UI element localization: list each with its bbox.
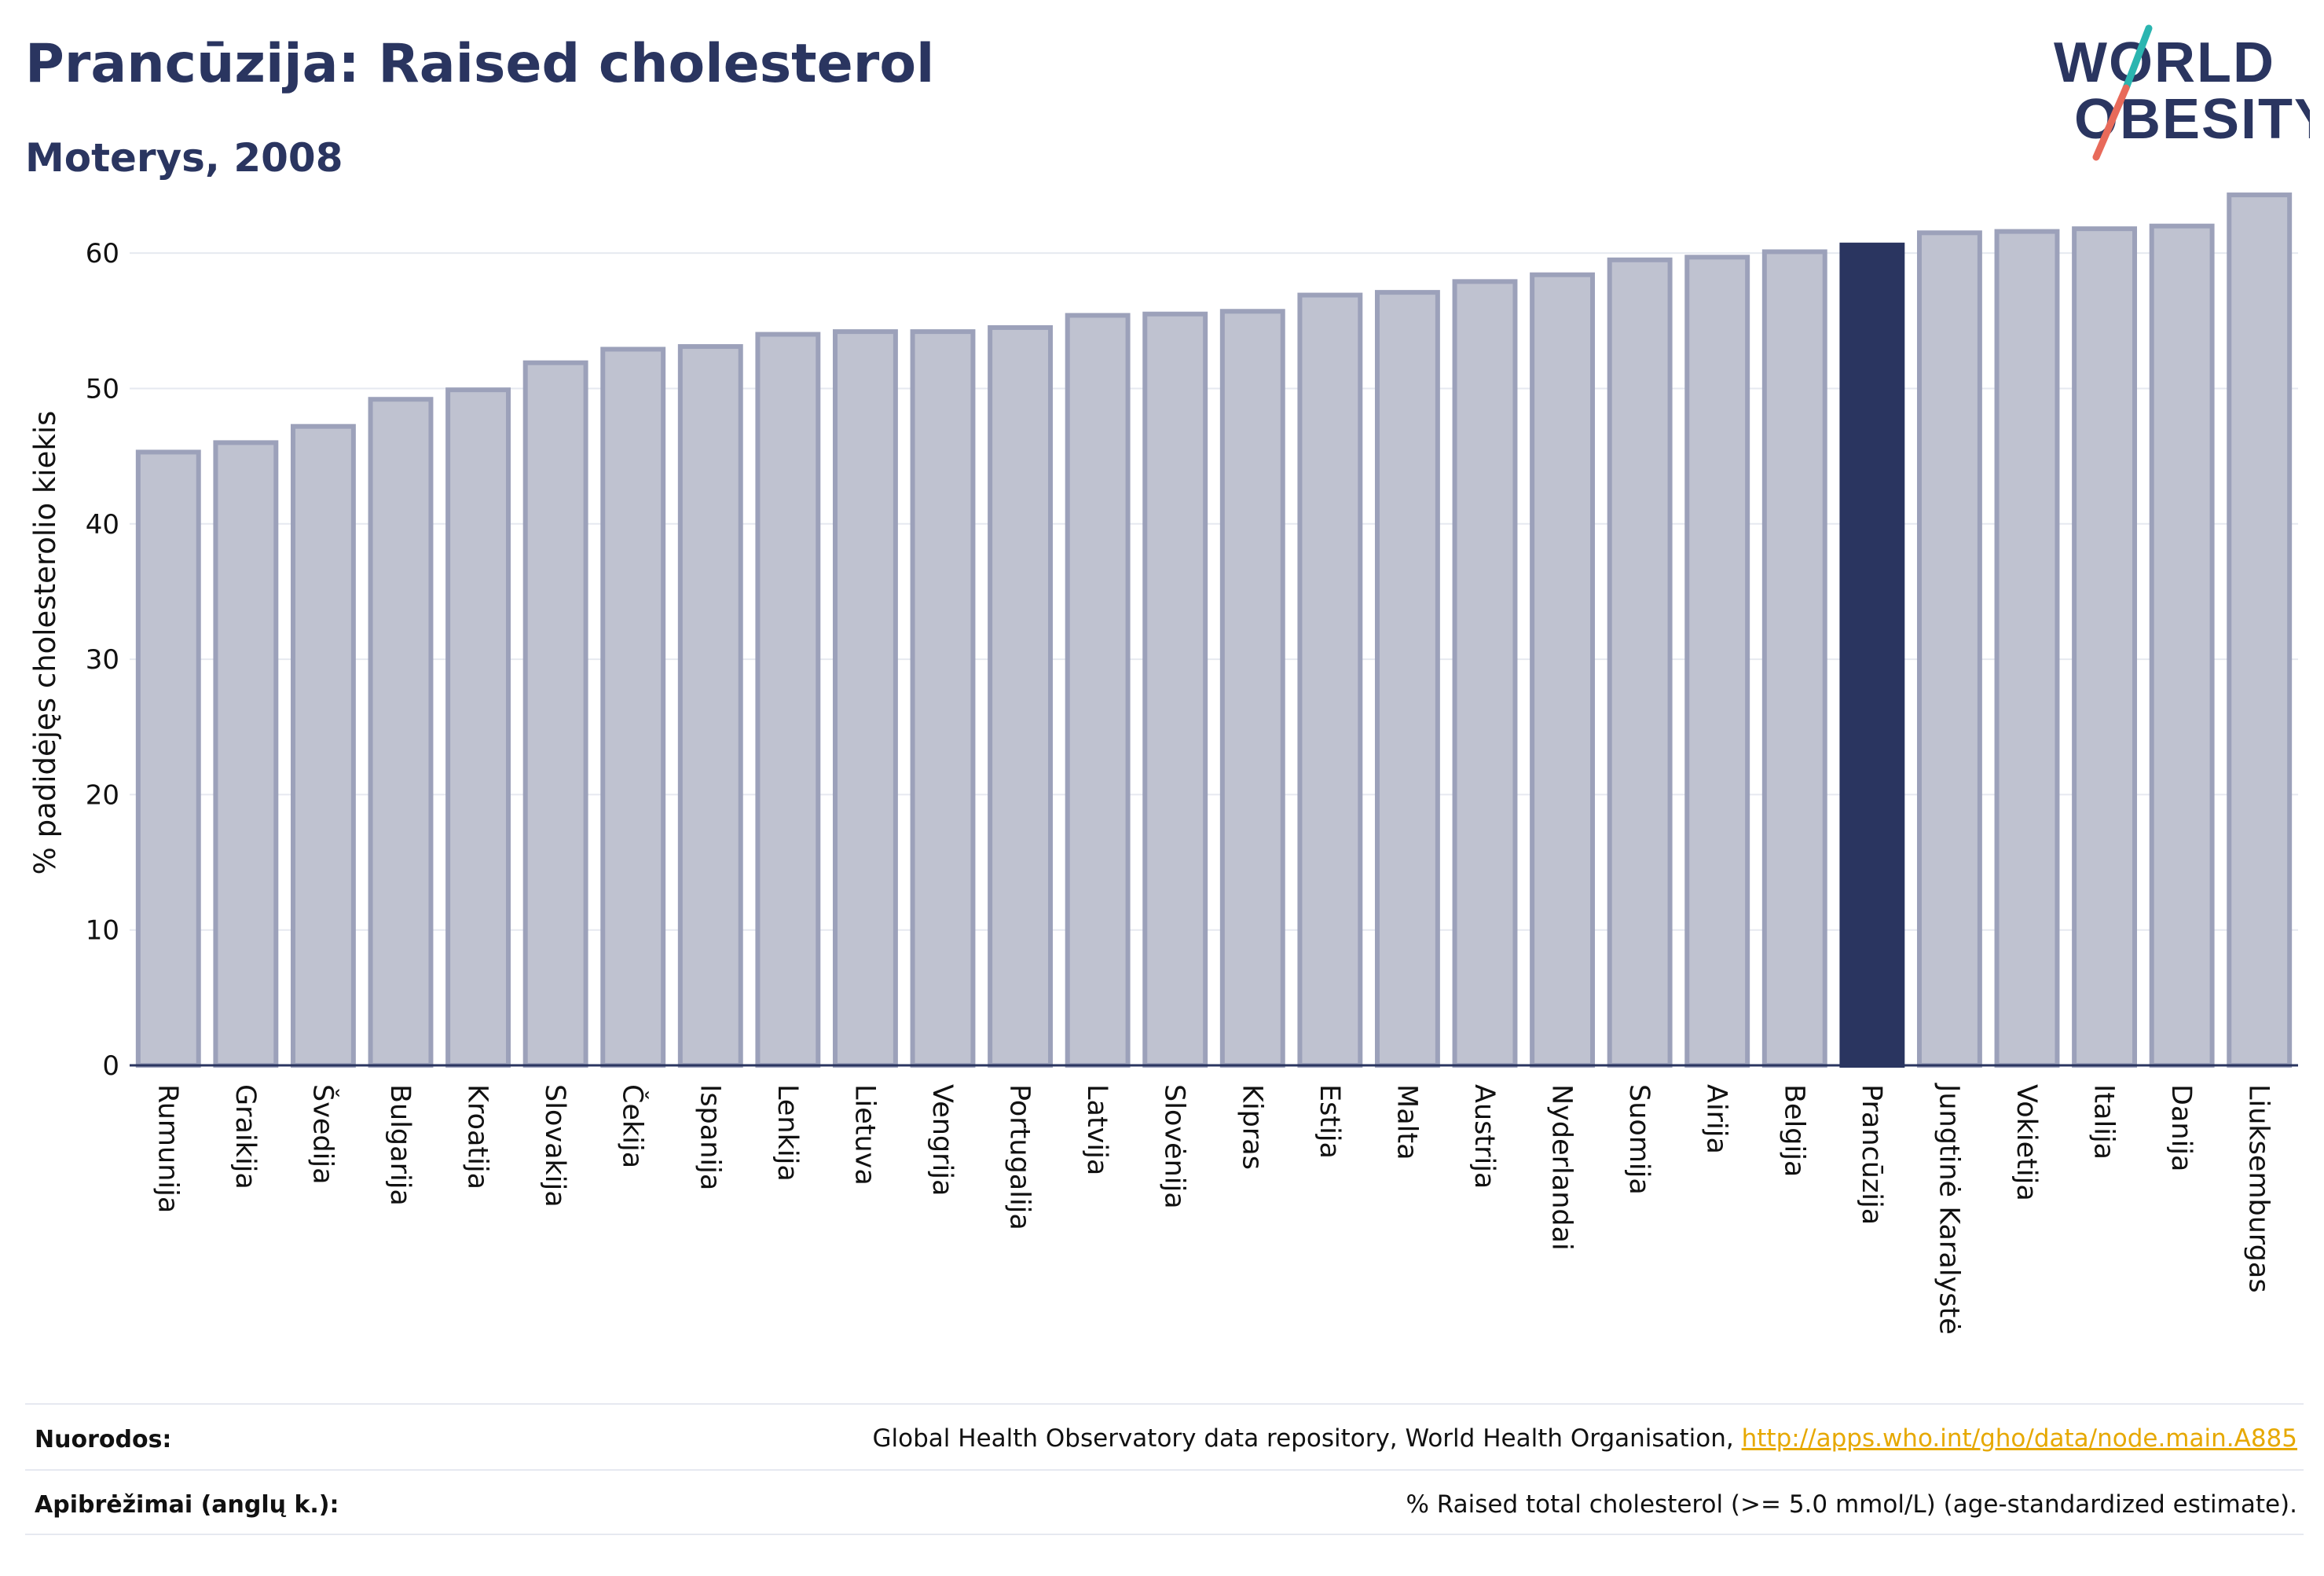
x-tick-label: Lietuva: [849, 1084, 880, 1186]
bar: [1065, 313, 1131, 1068]
x-tick-label: Latvija: [1081, 1084, 1113, 1175]
y-tick-label: 10: [86, 915, 119, 947]
definitions-label: Apibrėžimai (anglų k.):: [35, 1491, 339, 1519]
x-tick-label: Malta: [1391, 1084, 1422, 1160]
x-tick-label: Vengrija: [926, 1084, 958, 1196]
bar: [445, 387, 511, 1068]
bar: [1530, 272, 1596, 1068]
bar: [1219, 309, 1285, 1068]
bar: [988, 324, 1054, 1068]
bars-layer: [135, 192, 2293, 1068]
logo-slash-teal: [2122, 24, 2153, 92]
bar: [1684, 255, 1750, 1068]
x-tick-label: Liuksemburgas: [2243, 1084, 2275, 1293]
bar: [1761, 249, 1827, 1068]
chart-subtitle: Moterys, 2008: [25, 135, 343, 181]
x-tick-label: Prancūzija: [1856, 1084, 1887, 1225]
footer-divider-middle: [25, 1469, 2304, 1471]
bar: [1607, 257, 1673, 1068]
y-tick-label: 50: [86, 373, 119, 405]
bar: [910, 329, 976, 1068]
bar: [677, 344, 743, 1068]
x-tick-label: Nyderlandai: [1546, 1084, 1578, 1251]
y-axis-label: % padidėjęs cholesterolio kiekis: [28, 411, 62, 875]
x-tick-label: Danija: [2165, 1084, 2197, 1171]
sources-text: Global Health Observatory data repositor…: [872, 1424, 1742, 1453]
x-tick-label: Belgija: [1778, 1084, 1809, 1177]
bar: [832, 329, 898, 1068]
x-tick-label: Kroatija: [462, 1084, 493, 1189]
world-obesity-logo: WORLD OBESITY: [2054, 24, 2310, 161]
sources-value: Global Health Observatory data repositor…: [873, 1424, 2297, 1453]
x-tick-label: Rumunija: [152, 1084, 183, 1213]
x-tick-label: Kipras: [1236, 1084, 1267, 1170]
x-tick-label: Italija: [2088, 1084, 2120, 1160]
bar-chart: 0 10 20 30 40 50 60 Rumunija Graikija Švedija Bulg…: [28, 192, 2298, 1335]
bar: [1374, 290, 1440, 1068]
bar: [2072, 226, 2138, 1068]
footer-divider-bottom: [25, 1534, 2304, 1535]
x-tick-label: Suomija: [1623, 1084, 1655, 1195]
bar: [1452, 279, 1518, 1068]
x-tick-label: Airija: [1701, 1084, 1732, 1154]
x-tick-label: Čekija: [617, 1084, 650, 1168]
bar: [1297, 292, 1363, 1068]
x-tick-label: Lenkija: [772, 1084, 803, 1182]
bar: [2149, 223, 2215, 1068]
x-tick-label: Ispanija: [694, 1084, 725, 1190]
sources-label: Nuorodos:: [35, 1426, 172, 1453]
x-tick-label: Jungtinė Karalystė: [1933, 1083, 1964, 1335]
x-tick-label: Švedija: [306, 1084, 339, 1185]
x-tick-label: Estija: [1314, 1084, 1345, 1159]
bar: [755, 332, 821, 1068]
bar: [213, 440, 279, 1068]
chart-title: Prancūzija: Raised cholesterol: [25, 33, 935, 95]
x-tick-label: Austrija: [1468, 1084, 1500, 1189]
bar: [290, 423, 356, 1068]
bar: [135, 449, 201, 1068]
bar: [368, 397, 434, 1068]
x-tick-label: Slovakija: [539, 1084, 570, 1208]
footer-divider-top: [25, 1403, 2304, 1405]
bar: [1916, 230, 1982, 1068]
logo-slash-coral: [2092, 84, 2130, 161]
logo-text-world: WORLD: [2054, 31, 2275, 94]
y-tick-label: 30: [86, 644, 119, 676]
bar: [522, 360, 588, 1068]
bar: [1142, 311, 1208, 1068]
bar: [600, 346, 666, 1068]
x-tick-label: Portugalija: [1004, 1084, 1036, 1230]
bar: [1994, 229, 2060, 1068]
x-tick-label: Slovėnija: [1159, 1084, 1190, 1209]
definitions-value: % Raised total cholesterol (>= 5.0 mmol/…: [1406, 1490, 2297, 1519]
x-tick-label: Bulgarija: [384, 1084, 416, 1206]
x-tick-label: Vokietija: [2011, 1084, 2042, 1201]
sources-link[interactable]: http://apps.who.int/gho/data/node.main.A…: [1741, 1424, 2297, 1453]
axis-layer: 0 10 20 30 40 50 60 Rumunija Graikija Švedija Bulg…: [86, 238, 2298, 1335]
y-tick-label: 20: [86, 779, 119, 811]
y-tick-label: 0: [102, 1050, 119, 1082]
x-tick-label: Graikija: [229, 1084, 261, 1189]
bar-highlight: [1839, 242, 1905, 1068]
bar: [2227, 192, 2293, 1068]
y-tick-label: 60: [86, 238, 119, 269]
y-tick-label: 40: [86, 509, 119, 541]
